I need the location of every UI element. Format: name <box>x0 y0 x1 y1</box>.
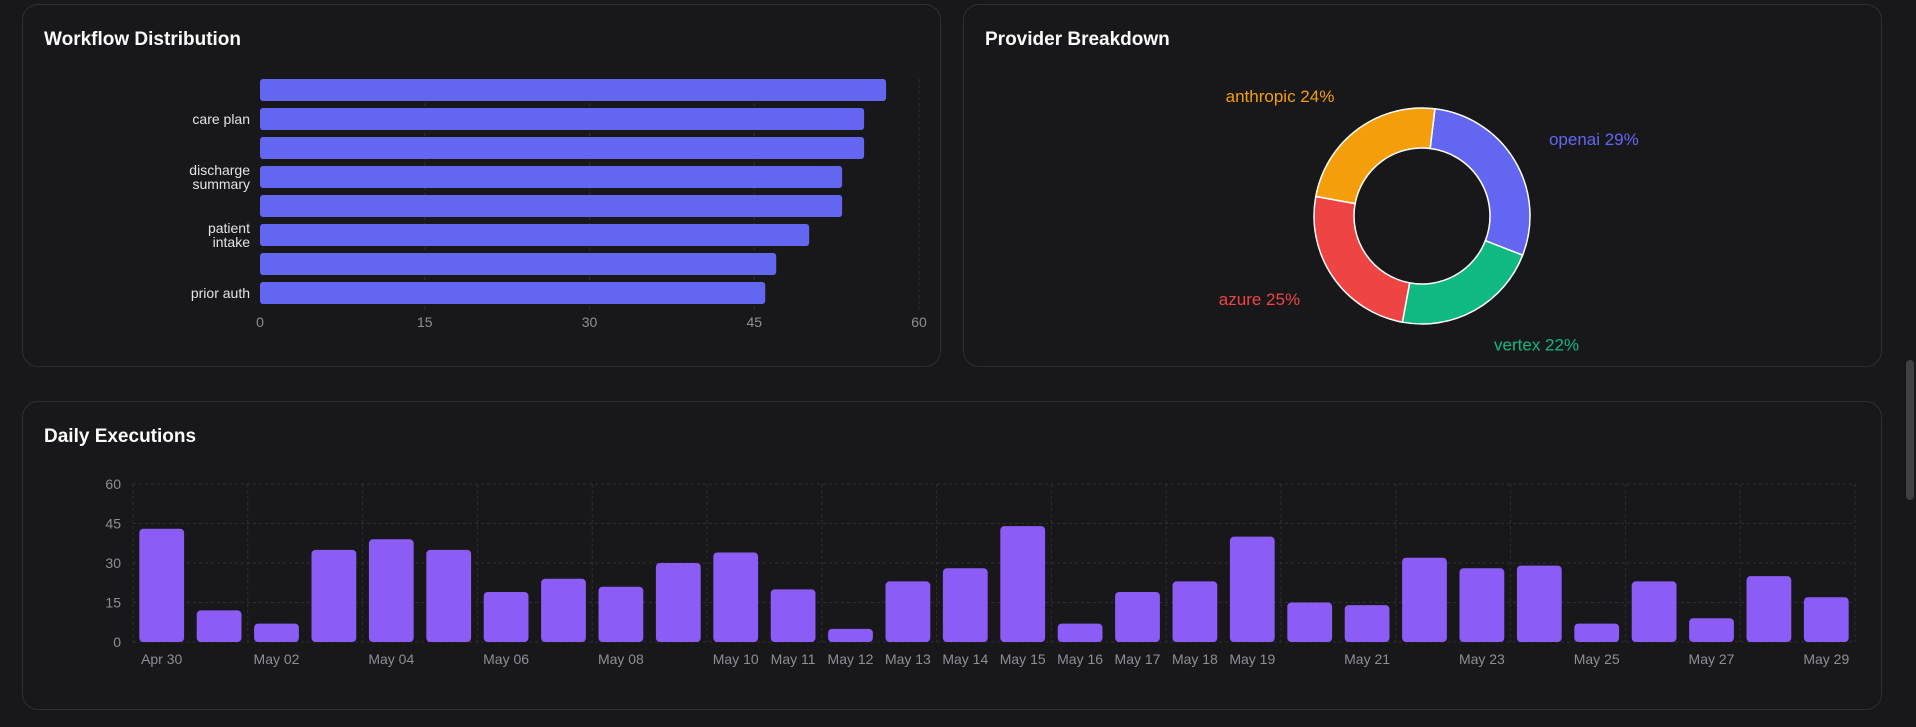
daily-bar <box>1287 602 1333 642</box>
workflow-bar <box>260 195 843 217</box>
x-tick-label: Apr 30 <box>141 651 182 667</box>
x-tick-label: May 10 <box>713 651 759 667</box>
daily-bar <box>1631 581 1677 642</box>
x-tick-label: May 17 <box>1115 651 1161 667</box>
workflow-bar <box>260 253 777 275</box>
daily-bar <box>770 589 816 642</box>
page-scrollbar[interactable] <box>1904 0 1916 727</box>
x-tick-label: May 25 <box>1574 651 1620 667</box>
daily-bar <box>426 549 472 642</box>
x-tick-label: May 16 <box>1057 651 1103 667</box>
workflow-distribution-chart: 0 15 30 45 60 care plan discharge summary patien… <box>189 79 927 330</box>
x-tick-label: May 15 <box>1000 651 1046 667</box>
daily-bar <box>598 586 644 642</box>
y-tick-label: 15 <box>105 595 121 611</box>
daily-bar <box>1516 565 1562 642</box>
workflow-distribution-title: Workflow Distribution <box>44 29 242 50</box>
daily-bar <box>254 623 299 642</box>
x-tick-label: May 19 <box>1229 651 1275 667</box>
x-tick-label: May 27 <box>1689 651 1735 667</box>
donut-label-anthropic: anthropic 24% <box>1226 87 1335 106</box>
daily-bar <box>655 563 701 642</box>
daily-bar <box>1057 623 1103 642</box>
daily-bar <box>1344 605 1390 642</box>
daily-bar <box>1172 581 1218 642</box>
daily-bar <box>885 581 931 642</box>
daily-bar <box>1229 536 1275 642</box>
x-tick-label: May 21 <box>1344 651 1390 667</box>
workflow-bar <box>260 79 887 101</box>
provider-breakdown-title: Provider Breakdown <box>985 29 1170 50</box>
daily-bar <box>1459 568 1505 642</box>
daily-bar <box>1115 591 1160 642</box>
workflow-bar <box>260 137 865 159</box>
daily-executions-title: Daily Executions <box>44 426 197 447</box>
x-tick-label: May 29 <box>1803 651 1849 667</box>
daily-bar <box>713 552 759 642</box>
daily-bar <box>1402 557 1447 642</box>
y-tick-label: 30 <box>105 555 121 571</box>
workflow-bar <box>260 108 865 130</box>
provider-breakdown-card: Provider Breakdown openai 29% vertex 22% a… <box>963 4 1882 367</box>
daily-bar <box>1574 623 1620 642</box>
daily-bar <box>139 528 185 642</box>
x-tick-label: May 13 <box>885 651 931 667</box>
daily-bar <box>828 628 873 642</box>
workflow-category-label: discharge summary <box>189 162 250 192</box>
workflow-category-label: prior auth <box>191 285 250 301</box>
x-tick-label: May 14 <box>942 651 988 667</box>
workflow-category-label: patient intake <box>208 220 250 250</box>
y-tick-label: 45 <box>105 516 121 532</box>
workflow-bar <box>260 224 810 246</box>
scrollbar-thumb[interactable] <box>1906 360 1914 500</box>
x-tick-label: May 08 <box>598 651 644 667</box>
daily-bar <box>483 591 529 642</box>
donut-label-azure: azure 25% <box>1219 290 1300 309</box>
daily-executions-chart: 60 45 30 15 0 Apr 30 May 02 May 04 May 06 May 08 M… <box>105 476 1856 667</box>
donut-slice-anthropic <box>1314 107 1436 205</box>
x-tick-label: 45 <box>746 314 762 330</box>
x-tick-label: 0 <box>256 314 264 330</box>
daily-bar <box>368 539 414 642</box>
y-tick-label: 0 <box>113 634 121 650</box>
x-tick-label: May 02 <box>254 651 300 667</box>
daily-bar <box>196 610 242 642</box>
daily-bar <box>1746 576 1792 642</box>
daily-bar <box>1803 597 1849 642</box>
workflow-bar <box>260 282 766 304</box>
daily-bar <box>942 568 988 642</box>
x-tick-label: 60 <box>911 314 927 330</box>
y-tick-label: 60 <box>105 476 121 492</box>
daily-executions-card: Daily Executions 60 45 30 15 0 Apr 30 May 02 Ma… <box>22 401 1882 710</box>
x-tick-label: 15 <box>417 314 433 330</box>
donut-label-vertex: vertex 22% <box>1494 335 1579 354</box>
workflow-category-label: care plan <box>192 111 250 127</box>
x-tick-label: May 04 <box>368 651 414 667</box>
donut-slice-azure <box>1313 195 1411 324</box>
daily-bar <box>311 549 357 642</box>
workflow-distribution-card: Workflow Distribution 0 15 30 45 60 care plan… <box>22 4 941 367</box>
donut-label-openai: openai 29% <box>1549 130 1639 149</box>
x-tick-label: May 11 <box>771 651 816 667</box>
donut-slice-vertex <box>1401 239 1524 325</box>
x-tick-label: May 06 <box>483 651 529 667</box>
donut-slice-openai <box>1429 107 1531 257</box>
x-tick-label: May 18 <box>1172 651 1218 667</box>
workflow-bar <box>260 166 843 188</box>
x-tick-label: May 23 <box>1459 651 1505 667</box>
daily-bar <box>541 578 586 642</box>
daily-bar <box>1689 618 1734 642</box>
x-tick-label: 30 <box>582 314 598 330</box>
x-tick-label: May 12 <box>828 651 874 667</box>
daily-bar <box>1000 526 1046 642</box>
provider-breakdown-chart: openai 29% vertex 22% azure 25% anthropic 2… <box>1219 87 1639 355</box>
